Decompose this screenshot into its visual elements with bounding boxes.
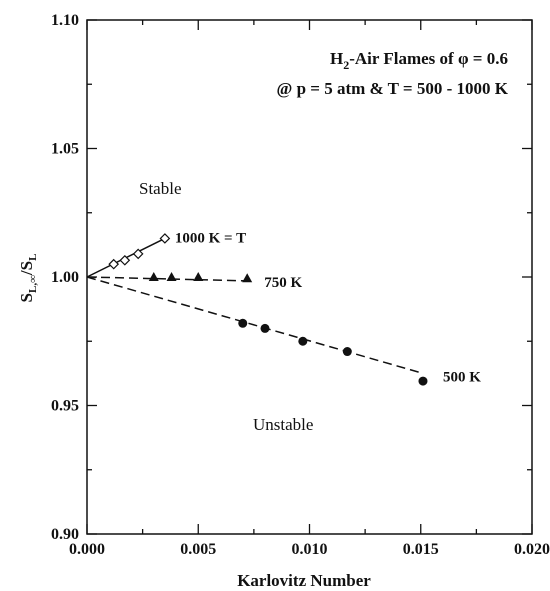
series-fit-line: [86, 276, 248, 282]
x-tick-label: 0.020: [514, 541, 550, 558]
y-tick-label: 0.90: [51, 526, 79, 543]
data-point: [242, 273, 253, 283]
chart-annotation-line1: H2-Air Flames of φ = 0.6: [330, 49, 508, 72]
chart-annotation-line2: @ p = 5 atm & T = 500 - 1000 K: [277, 79, 509, 98]
y-tick-label: 1.00: [51, 269, 79, 286]
y-tick-label: 0.95: [51, 398, 79, 415]
data-point: [298, 336, 308, 346]
y-tick-label: 1.10: [51, 12, 79, 29]
data-point: [260, 323, 270, 333]
data-point: [148, 272, 159, 281]
x-tick-label: 0.010: [292, 541, 328, 558]
x-tick-label: 0.000: [69, 541, 105, 558]
data-point: [108, 258, 120, 270]
data-point: [132, 248, 144, 260]
data-point: [166, 272, 177, 281]
data-point: [193, 272, 204, 281]
x-axis-title: Karlovitz Number: [237, 571, 371, 590]
data-point: [159, 233, 171, 244]
data-point: [238, 318, 248, 328]
series-label: 1000 K = T: [175, 230, 246, 246]
series-fit-line: [86, 276, 424, 375]
series-1: 750 K: [86, 272, 302, 291]
series-label: 750 K: [264, 275, 302, 291]
region-label-unstable: Unstable: [253, 415, 313, 434]
y-axis-title: SL,∞/SL: [17, 254, 39, 303]
series: 1000 K = T 750 K 500 K: [86, 230, 481, 386]
y-tick-label: 1.05: [51, 141, 79, 158]
x-tick-label: 0.015: [403, 541, 439, 558]
region-label-stable: Stable: [139, 179, 182, 198]
series-0: 1000 K = T: [86, 230, 246, 278]
series-label: 500 K: [443, 369, 481, 385]
data-point: [119, 254, 131, 266]
data-point: [342, 347, 352, 357]
series-2: 500 K: [86, 276, 481, 386]
ticks: 0.000 0.005 0.010 0.015 0.020 0.90 0.95 1.00 1.0…: [51, 12, 550, 558]
x-tick-label: 0.005: [180, 541, 216, 558]
data-point: [418, 376, 428, 386]
